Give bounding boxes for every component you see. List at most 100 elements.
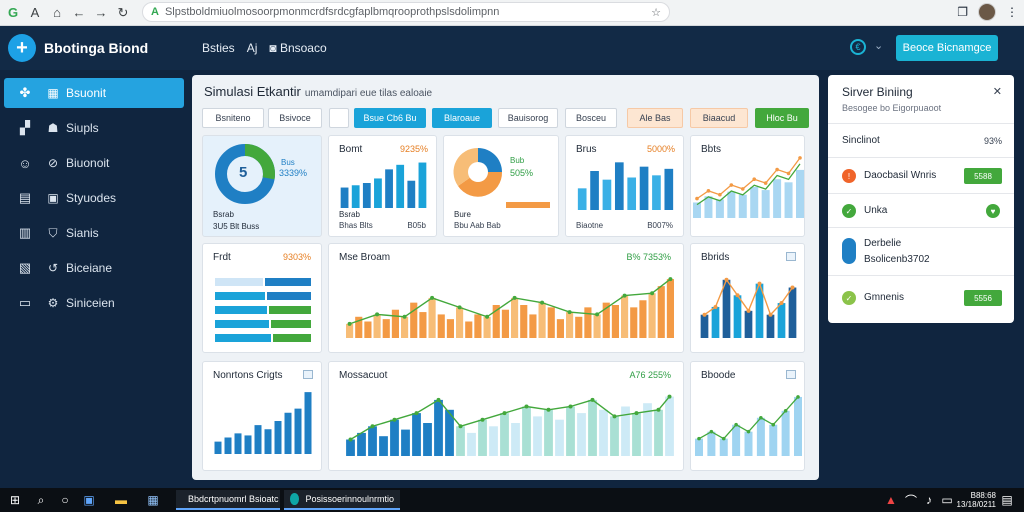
- donut-value-label: Bus: [281, 158, 295, 167]
- combo-card[interactable]: Mse Broam B% 7353%: [328, 243, 684, 353]
- sidebar-item-2[interactable]: ☺ ⊘ Biuonoit: [4, 148, 184, 178]
- forward-arrow-icon[interactable]: →: [94, 5, 108, 20]
- card-title: Frdt: [213, 252, 231, 263]
- back-arrow-icon[interactable]: ←: [72, 5, 86, 20]
- chat-icon[interactable]: ▤: [1001, 493, 1013, 507]
- bar-mark: [648, 293, 656, 338]
- help-icon[interactable]: €: [850, 39, 866, 55]
- filter-toggle[interactable]: [329, 108, 349, 128]
- address-bar[interactable]: A Slpstboldmiuolmosoorpmonmcrdfsrdcgfapl…: [142, 2, 670, 22]
- sidebar-item-5[interactable]: ▧ ↺ Biceiane: [4, 253, 184, 283]
- header-nav-item[interactable]: ◙ Bnsoaco: [269, 41, 327, 55]
- close-icon[interactable]: ✕: [992, 86, 1002, 98]
- notification-icon[interactable]: ▲: [885, 493, 897, 507]
- bar-mark: [693, 202, 701, 218]
- sidebar-item-0[interactable]: ✤ ▦ Bsuonit: [4, 78, 184, 108]
- taskbar-app[interactable]: Posissoerinnoulnrmtio: [284, 490, 400, 510]
- area-card-2[interactable]: Bboode: [690, 361, 805, 471]
- bar-card-2[interactable]: Brus 5000% Biaotne B007%: [565, 135, 684, 237]
- row-action-button[interactable]: 5588: [964, 168, 1002, 184]
- bar-mark: [630, 307, 638, 338]
- menu-icon[interactable]: ⋮: [1006, 5, 1018, 19]
- panel-row[interactable]: ! Daocbasil Wnris 5588: [828, 157, 1014, 193]
- header-nav-item[interactable]: Bsties: [202, 41, 235, 55]
- home-icon[interactable]: ⌂: [53, 5, 61, 20]
- expand-icon[interactable]: [786, 252, 796, 261]
- blue-combo-card[interactable]: Mossacuot A76 255%: [328, 361, 684, 471]
- taskbar-app[interactable]: Bbdcrtpnuomrl Bsioatc: [176, 490, 280, 510]
- folder-icon[interactable]: ▬: [115, 493, 127, 507]
- panel-row[interactable]: Derbelie Bsolicenb3702: [828, 227, 1014, 275]
- sidebar-item-1[interactable]: ▞ ☗ Siupls: [4, 113, 184, 143]
- bar-mark: [547, 307, 555, 338]
- filter-button[interactable]: Ale Bas: [627, 108, 683, 128]
- filter-button[interactable]: Bsivoce: [268, 108, 322, 128]
- hbar-row: [273, 334, 311, 342]
- bar-mark: [700, 314, 709, 338]
- pie-card[interactable]: Bub 505% Bure Bbu Aab Bab: [443, 135, 559, 237]
- star-icon[interactable]: ☆: [651, 6, 661, 19]
- reload-icon[interactable]: ↻: [117, 4, 129, 20]
- network-icon[interactable]: ⌒: [904, 493, 917, 508]
- font-icon[interactable]: A: [30, 5, 40, 20]
- donut-foot-value: 3U5 Blt Buss: [213, 222, 260, 231]
- store-icon[interactable]: ▣: [83, 493, 95, 507]
- bar-card-1[interactable]: Bomt 9235% Bsrab Bhas Blts B05b: [328, 135, 437, 237]
- search-icon: ⊘: [47, 156, 59, 170]
- area-card-1[interactable]: Bbts: [690, 135, 805, 237]
- app-icon: [290, 493, 300, 505]
- bar-mark: [520, 305, 528, 338]
- bar-mark: [340, 187, 349, 208]
- trend-point: [436, 397, 441, 402]
- browser-right-controls: ❐ ⋮: [957, 3, 1018, 21]
- filter-button[interactable]: Blaroaue: [432, 108, 492, 128]
- filter-button[interactable]: Biaacud: [690, 108, 748, 128]
- heart-icon[interactable]: ♥: [986, 204, 1000, 218]
- filter-button[interactable]: Bsniteno: [202, 108, 264, 128]
- filter-button[interactable]: Bsue Cb6 Bu: [354, 108, 426, 128]
- bar-mark: [412, 413, 421, 456]
- panel-row[interactable]: ✓ Gmnenis 5556: [828, 275, 1014, 323]
- donut-card[interactable]: 5 Bus 3339% Bsrab 3U5 Blt Buss: [202, 135, 322, 237]
- header-action-button[interactable]: Beoce Bicnamgce: [896, 35, 998, 61]
- header-nav-item[interactable]: Aj: [246, 41, 258, 55]
- bar-mark: [533, 416, 542, 456]
- chevron-down-icon[interactable]: ⌄: [874, 40, 884, 52]
- windows-start-icon[interactable]: ⊞: [9, 493, 21, 507]
- volume-icon[interactable]: ♪: [926, 493, 932, 507]
- sidebar-item-4[interactable]: ▥ ⛉ Sianis: [4, 218, 184, 248]
- task-view-icon[interactable]: ○: [61, 493, 69, 507]
- row-action-button[interactable]: 5556: [964, 290, 1002, 306]
- bar-mark: [214, 441, 222, 454]
- battery-icon[interactable]: ▭: [941, 493, 953, 507]
- filter-button[interactable]: Bauisorog: [498, 108, 558, 128]
- bar-mark: [769, 424, 778, 456]
- expand-icon[interactable]: [786, 370, 796, 379]
- panel-row[interactable]: ✓ Unka ♥: [828, 193, 1014, 227]
- puzzle-icon: ✤: [19, 85, 31, 100]
- trend-point: [697, 436, 701, 441]
- hbar-row: [215, 292, 265, 300]
- header-nav: Bsties Aj ◙ Bnsoaco: [202, 41, 327, 55]
- hbar-row: [215, 306, 267, 314]
- search-icon[interactable]: ⌕: [37, 492, 45, 507]
- sidebar-item-3[interactable]: ▤ ▣ Styuodes: [4, 183, 184, 213]
- trend-line: [696, 163, 801, 206]
- expand-icon[interactable]: [303, 370, 313, 379]
- bar-mark: [483, 316, 491, 338]
- combo-small-card[interactable]: Bbrids: [690, 243, 805, 353]
- window-icon[interactable]: ❐: [957, 5, 968, 19]
- filter-button[interactable]: Bosceu: [565, 108, 617, 128]
- bar-mark: [788, 287, 797, 338]
- logo-icon[interactable]: +: [8, 34, 36, 62]
- bar-card-3[interactable]: Nonrtons Crigts: [202, 361, 322, 471]
- trend-point: [402, 314, 407, 319]
- avatar[interactable]: [978, 3, 996, 21]
- sidebar-item-6[interactable]: ▭ ⚙ Siniceien: [4, 288, 184, 318]
- filter-button[interactable]: Hloc Bu: [755, 108, 809, 128]
- hbar-card[interactable]: Frdt 9303%: [202, 243, 322, 353]
- app-icon[interactable]: ▦: [147, 493, 159, 507]
- clock[interactable]: B88:68 13/18/0211: [956, 491, 996, 509]
- trend-point: [375, 312, 380, 317]
- bar-mark: [467, 432, 476, 456]
